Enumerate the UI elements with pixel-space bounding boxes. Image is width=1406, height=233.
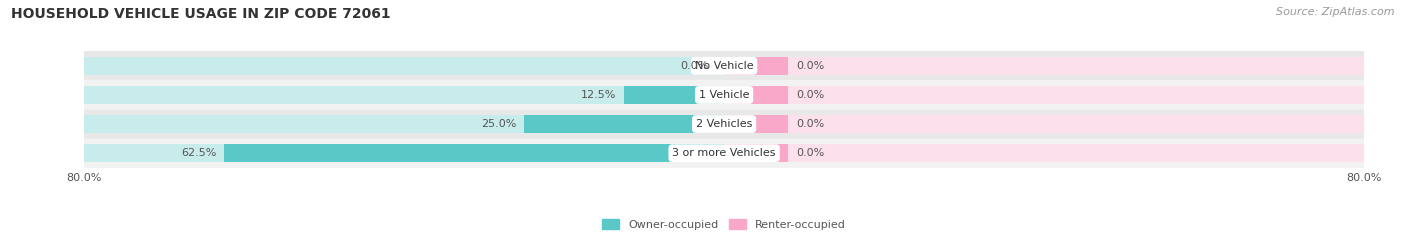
Bar xyxy=(724,115,1364,133)
Bar xyxy=(84,110,1364,139)
Text: 0.0%: 0.0% xyxy=(796,61,824,71)
Bar xyxy=(724,115,787,133)
Text: 0.0%: 0.0% xyxy=(796,148,824,158)
Text: 2 Vehicles: 2 Vehicles xyxy=(696,119,752,129)
Text: 12.5%: 12.5% xyxy=(581,90,616,100)
Text: 0.0%: 0.0% xyxy=(796,90,824,100)
Bar xyxy=(724,144,1364,162)
Text: 0.0%: 0.0% xyxy=(796,119,824,129)
Text: 0.0%: 0.0% xyxy=(681,61,709,71)
Bar xyxy=(84,80,1364,110)
Text: 3 or more Vehicles: 3 or more Vehicles xyxy=(672,148,776,158)
Bar xyxy=(84,57,724,75)
Bar xyxy=(624,86,724,104)
Bar xyxy=(724,86,787,104)
Text: HOUSEHOLD VEHICLE USAGE IN ZIP CODE 72061: HOUSEHOLD VEHICLE USAGE IN ZIP CODE 7206… xyxy=(11,7,391,21)
Text: 62.5%: 62.5% xyxy=(181,148,217,158)
Text: Source: ZipAtlas.com: Source: ZipAtlas.com xyxy=(1277,7,1395,17)
Bar xyxy=(84,139,1364,168)
Text: No Vehicle: No Vehicle xyxy=(695,61,754,71)
Text: 25.0%: 25.0% xyxy=(481,119,516,129)
Bar xyxy=(225,144,724,162)
Bar xyxy=(84,144,724,162)
Text: 1 Vehicle: 1 Vehicle xyxy=(699,90,749,100)
Bar xyxy=(84,86,724,104)
Bar xyxy=(84,51,1364,80)
Legend: Owner-occupied, Renter-occupied: Owner-occupied, Renter-occupied xyxy=(598,215,851,233)
Bar xyxy=(524,115,724,133)
Bar xyxy=(84,115,724,133)
Bar xyxy=(724,57,787,75)
Bar xyxy=(724,86,1364,104)
Bar xyxy=(724,57,1364,75)
Bar xyxy=(724,144,787,162)
